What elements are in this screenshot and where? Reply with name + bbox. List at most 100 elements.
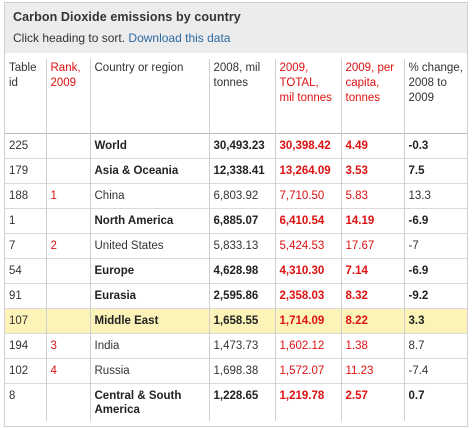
table-row: 1 North America 6,885.07 6,410.54 14.19 -6.9 [5, 208, 467, 233]
cell-rank [45, 208, 90, 233]
cell-per-capita: 5.83 [340, 183, 404, 208]
cell-2008: 6,803.92 [208, 183, 275, 208]
table-row: 91 Eurasia 2,595.86 2,358.03 8.32 -9.2 [5, 283, 467, 308]
cell-rank [45, 383, 90, 421]
cell-change: -6.9 [403, 258, 467, 283]
cell-per-capita: 14.19 [340, 208, 404, 233]
table-row: 54 Europe 4,628.98 4,310.30 7.14 -6.9 [5, 258, 467, 283]
cell-country: United States [89, 233, 209, 258]
cell-rank [45, 283, 90, 308]
cell-2009-total: 4,310.30 [274, 258, 341, 283]
cell-change: 7.5 [403, 158, 467, 183]
cell-table-id: 8 [9, 389, 16, 402]
cell-2009-total: 1,219.78 [274, 383, 341, 421]
table-body: 225 World 30,493.23 30,398.42 4.49 -0.3 179 Asi… [5, 133, 467, 421]
cell-per-capita: 4.49 [340, 133, 404, 158]
cell-per-capita: 2.57 [340, 383, 404, 421]
cell-change: 3.3 [403, 308, 467, 333]
cell-country: China [89, 183, 209, 208]
cell-2009-total: 7,710.50 [274, 183, 341, 208]
column-header-country[interactable]: Country or region [89, 59, 209, 133]
cell-change: -7 [403, 233, 467, 258]
cell-country: Central & South America [89, 383, 209, 421]
table-row: 179 Asia & Oceania 12,338.41 13,264.09 3.53 7… [5, 158, 467, 183]
cell-change: 0.7 [403, 383, 467, 421]
column-header-table-id[interactable]: Table id [9, 62, 37, 89]
cell-per-capita: 8.22 [340, 308, 404, 333]
cell-table-id: 107 [5, 308, 46, 333]
cell-2008: 1,698.38 [208, 358, 275, 383]
cell-2009-total: 6,410.54 [274, 208, 341, 233]
cell-2008: 12,338.41 [208, 158, 275, 183]
cell-table-id: 225 [9, 139, 29, 152]
table-row: 225 World 30,493.23 30,398.42 4.49 -0.3 [5, 133, 467, 158]
cell-rank [45, 133, 90, 158]
cell-change: -6.9 [403, 208, 467, 233]
cell-2008: 1,658.55 [208, 308, 275, 333]
emissions-table: Table id Rank, 2009 Country or region 20… [5, 59, 467, 421]
cell-per-capita: 3.53 [340, 158, 404, 183]
table-row: 7 2 United States 5,833.13 5,424.53 17.67 -7 [5, 233, 467, 258]
cell-rank: 3 [45, 333, 90, 358]
cell-2008: 2,595.86 [208, 283, 275, 308]
cell-country: Europe [89, 258, 209, 283]
cell-country: North America [89, 208, 209, 233]
cell-2008: 4,628.98 [208, 258, 275, 283]
cell-change: -7.4 [403, 358, 467, 383]
cell-per-capita: 7.14 [340, 258, 404, 283]
cell-per-capita: 17.67 [340, 233, 404, 258]
table-header-row: Table id Rank, 2009 Country or region 20… [5, 59, 467, 133]
cell-country: Middle East [89, 308, 209, 333]
cell-2008: 1,473.73 [208, 333, 275, 358]
sort-hint: Click heading to sort. [13, 31, 126, 45]
cell-2008: 30,493.23 [208, 133, 275, 158]
cell-per-capita: 8.32 [340, 283, 404, 308]
column-header-change[interactable]: % change, 2008 to 2009 [403, 59, 467, 133]
cell-2009-total: 1,602.12 [274, 333, 341, 358]
data-table-widget: Carbon Dioxide emissions by country Clic… [4, 2, 468, 427]
cell-2009-total: 30,398.42 [274, 133, 341, 158]
column-header-rank[interactable]: Rank, 2009 [45, 59, 90, 133]
cell-change: 13.3 [403, 183, 467, 208]
column-header-2009-total[interactable]: 2009, TOTAL, mil tonnes [274, 59, 341, 133]
cell-table-id: 54 [9, 264, 22, 277]
cell-change: 8.7 [403, 333, 467, 358]
cell-country: Russia [89, 358, 209, 383]
cell-country: Asia & Oceania [89, 158, 209, 183]
cell-rank [45, 308, 90, 333]
cell-rank: 2 [45, 233, 90, 258]
cell-2009-total: 1,572.07 [274, 358, 341, 383]
table-row: 194 3 India 1,473.73 1,602.12 1.38 8.7 [5, 333, 467, 358]
cell-2008: 5,833.13 [208, 233, 275, 258]
column-header-2008[interactable]: 2008, mil tonnes [208, 59, 275, 133]
cell-rank [45, 158, 90, 183]
cell-table-id: 194 [9, 339, 29, 352]
widget-title: Carbon Dioxide emissions by country [13, 10, 241, 24]
cell-table-id: 188 [9, 189, 29, 202]
cell-2009-total: 13,264.09 [274, 158, 341, 183]
cell-2009-total: 2,358.03 [274, 283, 341, 308]
cell-change: -0.3 [403, 133, 467, 158]
cell-rank [45, 258, 90, 283]
table-row: 102 4 Russia 1,698.38 1,572.07 11.23 -7.4 [5, 358, 467, 383]
widget-subtitle: Click heading to sort. Download this dat… [13, 31, 459, 45]
cell-country: India [89, 333, 209, 358]
column-header-per-capita[interactable]: 2009, per capita, tonnes [340, 59, 404, 133]
cell-country: World [89, 133, 209, 158]
table-row: 8 Central & South America 1,228.65 1,219.78… [5, 383, 467, 421]
cell-change: -9.2 [403, 283, 467, 308]
cell-rank: 4 [45, 358, 90, 383]
cell-country: Eurasia [89, 283, 209, 308]
cell-2008: 1,228.65 [208, 383, 275, 421]
table-row: 188 1 China 6,803.92 7,710.50 5.83 13.3 [5, 183, 467, 208]
cell-2009-total: 5,424.53 [274, 233, 341, 258]
cell-table-id: 102 [9, 364, 29, 377]
cell-rank: 1 [45, 183, 90, 208]
table-row: 107 Middle East 1,658.55 1,714.09 8.22 3.3 [5, 308, 467, 333]
download-data-link[interactable]: Download this data [128, 31, 231, 45]
cell-2009-total: 1,714.09 [274, 308, 341, 333]
cell-per-capita: 1.38 [340, 333, 404, 358]
cell-table-id: 91 [9, 289, 22, 302]
cell-per-capita: 11.23 [340, 358, 404, 383]
cell-2008: 6,885.07 [208, 208, 275, 233]
